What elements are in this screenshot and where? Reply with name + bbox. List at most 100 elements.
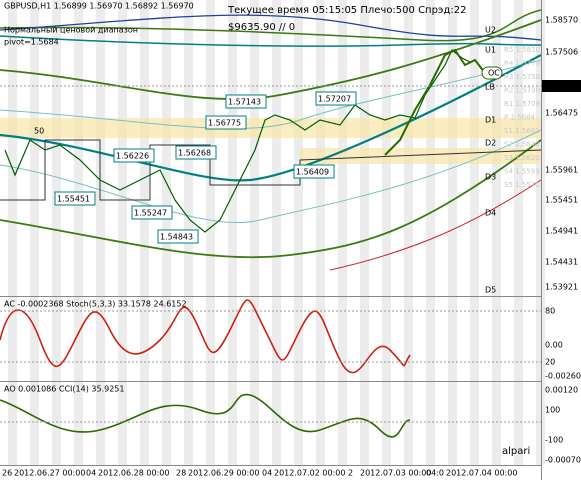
price-box xyxy=(54,191,96,206)
pivot-level: R2 1.5730 xyxy=(504,87,540,95)
stripe xyxy=(470,0,479,465)
time-label: 2012.06.28 00:00 xyxy=(98,469,169,478)
pivot-level: S3 1.5620 xyxy=(504,154,540,162)
oc-box xyxy=(481,66,503,80)
time-label: 2012.06.27 00:00 xyxy=(14,469,85,478)
price-box-label: 1.56268 xyxy=(178,149,211,158)
stripe xyxy=(250,0,259,465)
stripe xyxy=(272,0,281,465)
ao-axis-label: -0.00070 xyxy=(545,456,581,465)
time-label: 04 xyxy=(262,469,272,478)
time-label: 2012.07.04 00:00 xyxy=(446,469,517,478)
price-axis-label: 1.53921 xyxy=(545,283,578,292)
price-axis-label: 1.55451 xyxy=(545,196,578,205)
stripe xyxy=(426,0,435,465)
pivot: pivot=1.5684 xyxy=(4,38,59,47)
ao-title: AO 0.001086 CCI(14) 35.9251 xyxy=(4,385,124,394)
cci xyxy=(0,393,411,438)
level-label: D1 xyxy=(485,116,496,125)
price-box xyxy=(157,229,199,244)
stripe xyxy=(536,0,545,465)
price-axis-label: 1.57506 xyxy=(545,48,578,57)
stripe xyxy=(404,0,413,465)
pivot-level: S5 1.5570 xyxy=(504,181,540,189)
price-axis-label: 1.56475 xyxy=(545,109,578,118)
price-box-label: 1.57143 xyxy=(228,98,261,107)
balance: $9635.90 // 0 xyxy=(228,22,295,33)
stripe xyxy=(140,0,149,465)
status: Текущее время 05:15:05 Плечо:500 Спрэд:2… xyxy=(227,5,466,16)
level-label: D4 xyxy=(485,209,496,218)
logo: alpari xyxy=(502,446,530,457)
price-box-label: 1.56226 xyxy=(116,152,149,161)
level-label: D3 xyxy=(485,173,496,182)
stripe xyxy=(514,0,523,465)
pivot-zone xyxy=(0,118,541,138)
level-label: LB xyxy=(485,83,495,92)
stripe xyxy=(52,0,61,465)
ao-axis-label: 100 xyxy=(545,406,560,415)
price-axis-label: 1.54941 xyxy=(545,227,578,236)
indicator: Нормальный ценовой диапазон xyxy=(4,26,138,35)
session-stripes xyxy=(8,0,545,465)
symbol: GBPUSD,H1 1.56899 1.56970 1.56892 1.5697… xyxy=(4,2,194,11)
stripe xyxy=(74,0,83,465)
ac-axis-label: 0.00 xyxy=(545,341,563,350)
price-box-label: 1.55451 xyxy=(57,195,90,204)
time-label: 26 xyxy=(2,469,12,478)
ao-axis-label: 0.00120 xyxy=(545,386,578,395)
stripe xyxy=(30,0,39,465)
price-box xyxy=(175,145,217,160)
ac-axis-label: -0.00260 xyxy=(545,372,581,381)
pivot-level: S2 1.5640 xyxy=(504,141,540,149)
price-axis-label: 1.55961 xyxy=(545,166,578,175)
level-label: U1 xyxy=(485,46,496,55)
stripe xyxy=(338,0,347,465)
stripe xyxy=(294,0,303,465)
time-label: 2012.07.02 00:00 xyxy=(274,469,345,478)
stripe xyxy=(118,0,127,465)
price-box xyxy=(293,164,335,179)
price-box xyxy=(113,148,155,163)
pivot-level: R3 1.5750 xyxy=(504,73,540,81)
price-box xyxy=(315,91,357,106)
price-box xyxy=(205,115,247,130)
stripe xyxy=(492,0,501,465)
ac-axis-label: 20 xyxy=(545,358,555,367)
pivot-level: S4 1.5593 xyxy=(504,168,540,176)
pivot-level: R1 1.5708 xyxy=(504,100,540,108)
price-box-label: 1.57207 xyxy=(318,95,351,104)
current-price-box xyxy=(542,80,581,92)
time-label: 28 xyxy=(176,469,186,478)
pivot-level: S1 1.5661 xyxy=(504,127,540,135)
time-label: 04:0 xyxy=(426,469,444,478)
time-label: 2012.06.29 00:00 xyxy=(188,469,259,478)
price-box-label: 1.56775 xyxy=(208,119,241,128)
stripe xyxy=(206,0,215,465)
price-axis-label: 1.56970 xyxy=(545,82,578,91)
forecast-line xyxy=(384,48,486,156)
ao-axis-label: -100 xyxy=(545,436,563,445)
pivot-level: P 1.5684 xyxy=(504,114,535,122)
level-label: U2 xyxy=(485,26,496,35)
time-label: 2 xyxy=(348,469,353,478)
ac-title: AC -0.0002368 Stoch(5,3,3) 33.1578 24.61… xyxy=(4,300,187,309)
stripe xyxy=(96,0,105,465)
price-line xyxy=(4,49,471,233)
pivot-level: R4 1.5779 xyxy=(504,60,540,68)
ac-axis-label: 80 xyxy=(545,307,555,316)
time-label: 04 xyxy=(86,469,96,478)
level-label: D5 xyxy=(485,286,496,295)
level-label: OC xyxy=(488,69,500,78)
price-box-label: 1.54843 xyxy=(160,233,193,242)
time-label: 2012.07.03 00:00 xyxy=(360,469,431,478)
stripe xyxy=(8,0,17,465)
stripe xyxy=(360,0,369,465)
stripe xyxy=(316,0,325,465)
price-box xyxy=(131,205,173,220)
level-label: D2 xyxy=(485,139,496,148)
pivot-level: R5 1.5810 xyxy=(504,46,540,54)
price-axis-label: 1.58570 xyxy=(545,16,578,25)
price-box-label: 50 xyxy=(34,127,44,136)
